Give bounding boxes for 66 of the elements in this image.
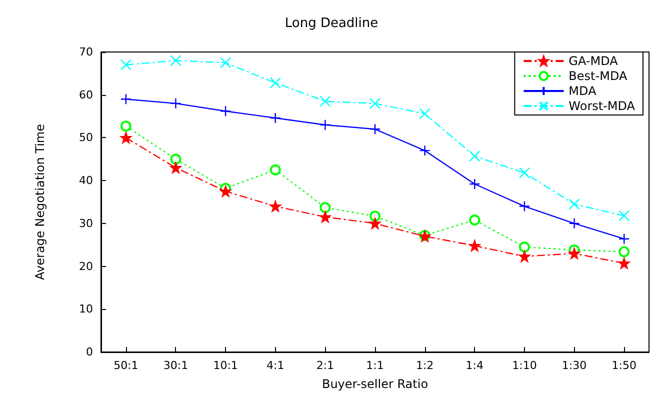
point <box>270 200 281 212</box>
point <box>419 144 430 156</box>
y-tick-label: 0 <box>86 346 93 358</box>
point <box>518 250 530 262</box>
point <box>170 54 182 66</box>
point <box>618 258 630 269</box>
point <box>419 108 430 120</box>
x-tick-label: 1:2 <box>416 359 434 372</box>
point <box>369 124 381 135</box>
point <box>369 98 381 110</box>
chart-title: Long Deadline <box>284 16 378 31</box>
x-tick-label: 1:1 <box>366 359 384 372</box>
point <box>320 119 331 130</box>
legend-label: Best-MDA <box>568 69 628 83</box>
point <box>469 240 480 252</box>
point <box>518 242 530 252</box>
point <box>120 132 132 144</box>
point <box>618 233 630 244</box>
point <box>518 167 530 178</box>
point <box>270 77 281 88</box>
point <box>270 164 281 176</box>
point <box>320 202 331 214</box>
point <box>568 248 580 260</box>
x-axis-title: Buyer-seller Ratio <box>322 377 428 391</box>
point <box>618 210 630 222</box>
point <box>120 59 132 70</box>
point <box>220 106 232 117</box>
point <box>120 120 132 132</box>
point <box>270 112 281 124</box>
y-tick-label: 20 <box>79 260 93 273</box>
point <box>320 211 331 223</box>
x-tick-label: 1:30 <box>562 359 587 372</box>
point <box>320 96 331 107</box>
point <box>170 162 182 174</box>
y-tick-label: 70 <box>79 46 93 58</box>
y-axis-title: Average Negotiation Time <box>33 124 47 280</box>
point <box>120 94 132 105</box>
x-tick-label: 1:10 <box>512 359 537 372</box>
y-tick-label: 50 <box>79 131 93 144</box>
x-tick-label: 4:1 <box>266 359 284 372</box>
x-tick-label: 1:4 <box>466 359 484 372</box>
legend-label: Worst-MDA <box>568 99 636 113</box>
legend-label: MDA <box>568 84 598 98</box>
point <box>469 150 480 162</box>
point <box>568 218 580 230</box>
point <box>568 198 580 210</box>
point <box>618 246 630 258</box>
x-tick-label: 2:1 <box>316 359 334 372</box>
y-tick-label: 60 <box>79 88 93 102</box>
x-tick-label: 30:1 <box>163 359 188 372</box>
x-tick-label: 10:1 <box>213 359 238 372</box>
x-tick-label: 50:1 <box>114 359 138 372</box>
point <box>370 210 380 222</box>
point <box>220 186 232 197</box>
point <box>369 218 381 230</box>
point <box>518 200 530 212</box>
legend-label: GA-MDA <box>568 54 619 68</box>
point <box>220 57 232 68</box>
point <box>170 154 182 165</box>
y-tick-label: 10 <box>79 302 93 316</box>
point <box>170 98 182 110</box>
point <box>469 178 480 190</box>
y-tick-label: 40 <box>79 174 93 188</box>
point <box>469 214 480 226</box>
x-tick-label: 1:50 <box>612 359 636 372</box>
y-tick-label: 30 <box>79 216 93 230</box>
